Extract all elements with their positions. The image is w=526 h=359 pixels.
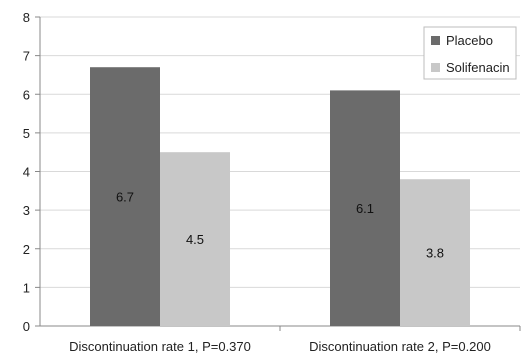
y-tick-label: 2 bbox=[23, 242, 30, 257]
bar-placebo-1 bbox=[90, 67, 160, 327]
legend-swatch-placebo bbox=[431, 36, 440, 45]
data-label-solifenacin-2: 3.8 bbox=[426, 246, 444, 261]
legend-label-solifenacin: Solifenacin bbox=[446, 60, 510, 75]
y-tick-label: 0 bbox=[23, 319, 30, 334]
legend-swatch-solifenacin bbox=[431, 63, 440, 72]
data-label-solifenacin-1: 4.5 bbox=[186, 232, 204, 247]
data-labels: 6.7 4.5 6.1 3.8 bbox=[116, 190, 444, 261]
bar-placebo-2 bbox=[330, 90, 400, 326]
bar-solifenacin-1 bbox=[160, 152, 230, 326]
legend: Placebo Solifenacin bbox=[423, 26, 517, 80]
y-tick-label: 3 bbox=[23, 203, 30, 218]
y-tick-label: 7 bbox=[23, 49, 30, 64]
legend-label-placebo: Placebo bbox=[446, 33, 493, 48]
x-category-label: Discontinuation rate 2, P=0.200 bbox=[309, 339, 491, 354]
y-tick-label: 4 bbox=[23, 165, 30, 180]
y-tick-label: 1 bbox=[23, 280, 30, 295]
x-category-label: Discontinuation rate 1, P=0.370 bbox=[69, 339, 251, 354]
y-tick-label: 8 bbox=[23, 10, 30, 25]
tick-labels: 0 1 2 3 4 5 6 7 8 Discontinuation rate 1, P=0.370… bbox=[23, 10, 491, 354]
data-label-placebo-2: 6.1 bbox=[356, 201, 374, 216]
y-tick-label: 5 bbox=[23, 126, 30, 141]
data-label-placebo-1: 6.7 bbox=[116, 190, 134, 205]
bars bbox=[90, 67, 470, 327]
y-tick-label: 6 bbox=[23, 87, 30, 102]
bar-solifenacin-2 bbox=[400, 179, 470, 326]
